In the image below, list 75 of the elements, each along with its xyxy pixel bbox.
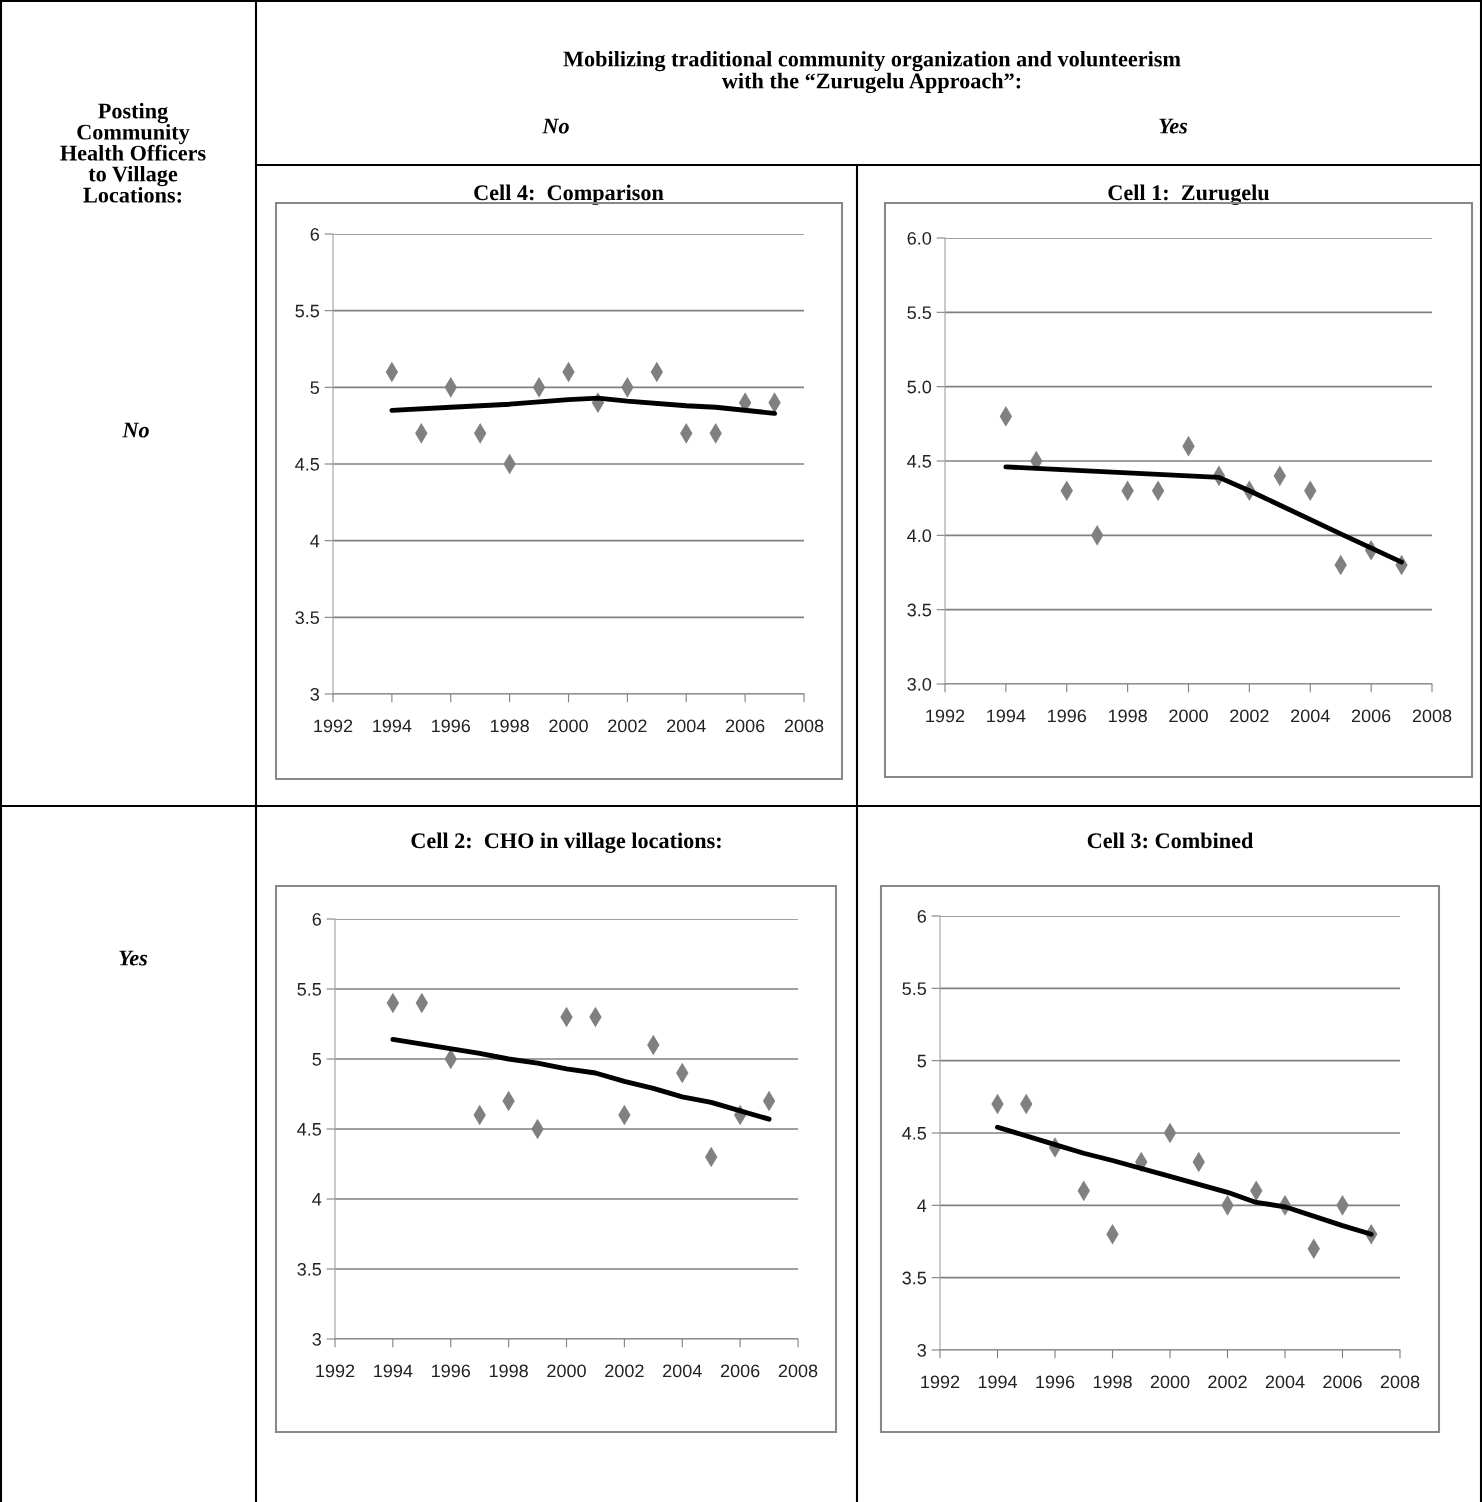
y-tick-label: 3.0 xyxy=(907,677,932,691)
y-tick-label: 5 xyxy=(312,1053,322,1066)
y-tick-label: 3 xyxy=(310,687,320,701)
x-tick-label: 2000 xyxy=(1169,709,1208,723)
y-tick-label: 6 xyxy=(917,909,927,923)
x-tick-label: 2002 xyxy=(605,1364,644,1378)
text: No xyxy=(122,422,149,438)
y-tick-label: 4.5 xyxy=(295,458,320,471)
chart-title: Cell 4: Comparison xyxy=(474,184,664,205)
x-tick-label: 2000 xyxy=(549,719,588,733)
y-tick-label: 3.5 xyxy=(297,1262,322,1276)
y-tick-label: 5.5 xyxy=(297,983,322,996)
x-tick-label: 2006 xyxy=(720,1364,760,1378)
x-tick-label: 2008 xyxy=(1412,709,1452,723)
x-tick-label: 2000 xyxy=(1150,1375,1190,1389)
y-tick-label: 3.5 xyxy=(295,611,320,625)
y-tick-label: 4.5 xyxy=(297,1123,322,1136)
x-tick-label: 1994 xyxy=(373,719,412,733)
text: Posting Community Health Officers to Village Locations: xyxy=(60,102,206,203)
y-tick-label: 3 xyxy=(917,1343,927,1357)
x-tick-label: 2002 xyxy=(608,719,647,733)
y-tick-label: 5.5 xyxy=(902,982,927,996)
x-tick-label: 2004 xyxy=(1265,1375,1305,1389)
text: No xyxy=(542,118,569,134)
x-tick-label: 1996 xyxy=(432,719,471,733)
y-tick-label: 3 xyxy=(312,1332,322,1346)
x-tick-label: 1992 xyxy=(316,1364,355,1378)
text: Yes xyxy=(1159,118,1188,134)
y-tick-label: 4 xyxy=(917,1199,927,1212)
y-tick-label: 4.0 xyxy=(907,529,932,543)
y-tick-label: 6 xyxy=(310,227,320,241)
x-tick-label: 2000 xyxy=(547,1364,586,1378)
x-tick-label: 1994 xyxy=(374,1364,413,1378)
line-series xyxy=(390,1036,772,1122)
y-tick-label: 6 xyxy=(312,912,322,926)
x-tick-label: 1998 xyxy=(1093,1375,1132,1389)
y-tick-label: 5 xyxy=(917,1054,927,1068)
x-tick-label: 1998 xyxy=(1108,709,1147,723)
x-tick-label: 2006 xyxy=(1351,709,1391,723)
y-tick-label: 5.5 xyxy=(907,306,932,320)
y-tick-label: 4 xyxy=(312,1193,322,1206)
x-tick-label: 2004 xyxy=(1291,709,1330,723)
x-tick-label: 2002 xyxy=(1208,1375,1247,1389)
x-tick-label: 1992 xyxy=(921,1375,960,1389)
x-tick-label: 2006 xyxy=(725,719,765,733)
y-tick-label: 5 xyxy=(310,381,320,395)
text: Yes xyxy=(119,950,148,966)
y-tick-label: 3.5 xyxy=(907,603,932,617)
x-tick-label: 1998 xyxy=(490,719,529,733)
y-tick-label: 3.5 xyxy=(902,1271,927,1285)
y-tick-label: 4.5 xyxy=(907,455,932,468)
x-tick-label: 2006 xyxy=(1323,1375,1362,1389)
x-tick-label: 2004 xyxy=(667,719,706,733)
chart-title: Cell 3: Combined xyxy=(1087,832,1254,849)
text: Mobilizing traditional community organization and volunteerism with the “Zurugelu Approach”: xyxy=(563,50,1181,94)
x-tick-label: 1994 xyxy=(978,1375,1018,1389)
x-tick-label: 1992 xyxy=(926,709,965,723)
x-tick-label: 1992 xyxy=(314,719,353,733)
x-tick-label: 1996 xyxy=(432,1364,471,1378)
x-tick-label: 1994 xyxy=(987,709,1026,723)
x-tick-label: 1996 xyxy=(1036,1375,1075,1389)
x-tick-label: 2008 xyxy=(778,1364,818,1378)
y-tick-label: 5.5 xyxy=(295,304,320,318)
y-tick-label: 5.0 xyxy=(907,380,932,394)
y-tick-label: 6.0 xyxy=(907,231,932,245)
chart-title: Cell 2: CHO in village locations: xyxy=(411,832,721,853)
x-tick-label: 2004 xyxy=(663,1364,702,1378)
x-tick-label: 2002 xyxy=(1230,709,1269,723)
y-tick-label: 4.5 xyxy=(902,1127,927,1140)
y-tick-label: 4 xyxy=(310,534,320,548)
x-tick-label: 2008 xyxy=(784,719,824,733)
chart-title: Cell 1: Zurugelu xyxy=(1108,184,1270,205)
x-tick-label: 2008 xyxy=(1380,1375,1420,1389)
x-tick-label: 1998 xyxy=(489,1364,528,1378)
x-tick-label: 1996 xyxy=(1048,709,1087,723)
